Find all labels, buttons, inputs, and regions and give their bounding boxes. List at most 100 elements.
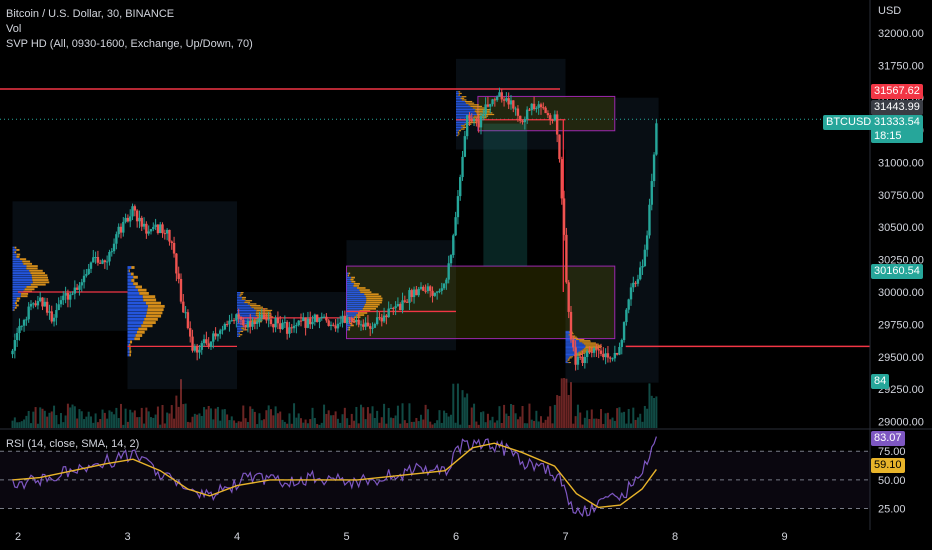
volume-profile-bar <box>585 345 602 347</box>
candle-body <box>205 339 208 344</box>
volume-profile-bar <box>127 334 136 337</box>
volume-profile-bar <box>131 279 135 282</box>
volume-profile-bar <box>12 262 24 265</box>
volume-profile-bar <box>565 332 570 334</box>
volume-bar <box>242 405 245 428</box>
time-axis-tick: 3 <box>124 531 130 543</box>
volume-profile-bar <box>30 272 45 275</box>
volume-bar <box>288 413 291 428</box>
volume-profile-bar <box>346 301 366 304</box>
candle-body <box>463 136 467 157</box>
volume-profile-bar <box>14 306 17 309</box>
volume-profile-bar <box>30 283 46 286</box>
candle-body <box>489 104 492 107</box>
volume-bar <box>597 418 600 428</box>
volume-profile-bar <box>255 313 272 315</box>
volume-profile-bar <box>237 309 257 312</box>
volume-bar <box>498 406 501 428</box>
volume-bar <box>353 420 356 428</box>
volume-bar <box>143 423 146 428</box>
high-price-badge: 31443.99 <box>871 100 923 115</box>
volume-bar <box>429 421 432 428</box>
volume-profile-bar <box>12 265 27 268</box>
candle-body <box>161 224 164 234</box>
volume-bar <box>73 406 76 428</box>
volume-bar <box>533 420 536 428</box>
candle-body <box>396 304 400 307</box>
volume-profile-bar <box>12 297 17 300</box>
candle-body <box>239 316 243 320</box>
volume-bar <box>399 423 402 428</box>
volume-bar <box>156 406 159 428</box>
volume-bar <box>376 410 379 428</box>
volume-indicator-label[interactable]: Vol <box>6 23 22 35</box>
volume-bar <box>71 404 74 428</box>
candle-body <box>186 312 190 329</box>
volume-profile-bar <box>145 301 162 305</box>
candle-body <box>237 314 240 317</box>
volume-profile-bar <box>567 358 570 360</box>
volume-profile-bar <box>472 117 487 119</box>
highlight-zone <box>483 123 528 267</box>
candle-body <box>36 301 40 306</box>
volume-profile-bar <box>456 113 478 116</box>
volume-bar <box>454 422 457 428</box>
volume-profile-bar <box>237 326 245 328</box>
candle-body <box>269 319 273 325</box>
volume-bar <box>394 415 397 428</box>
candle-body <box>96 257 100 263</box>
volume-profile-bar <box>346 324 351 327</box>
volume-profile-bar <box>12 276 33 279</box>
candle-body <box>491 99 494 105</box>
volume-bar <box>500 422 503 428</box>
volume-bar <box>166 412 169 428</box>
candle-body <box>80 282 83 286</box>
volume-profile-bar <box>348 272 351 275</box>
volume-profile-bar <box>247 303 257 305</box>
price-axis-tick: 30750.00 <box>878 190 924 202</box>
volume-bar <box>618 407 621 428</box>
volume-profile-bar <box>456 117 473 119</box>
volume-profile-bar <box>346 282 354 285</box>
volume-bar <box>223 409 226 428</box>
volume-bar <box>565 378 568 428</box>
symbol-title[interactable]: Bitcoin / U.S. Dollar, 30, BINANCE <box>6 8 175 20</box>
candle-body <box>343 315 347 323</box>
volume-bar <box>207 405 210 428</box>
candle-body <box>73 287 77 294</box>
volume-bar <box>78 409 81 428</box>
svp-indicator-label[interactable]: SVP HD (All, 0930-1600, Exchange, Up/Dow… <box>6 38 253 50</box>
volume-bar <box>20 421 23 428</box>
candle-body <box>322 316 326 318</box>
candle-body <box>25 319 28 321</box>
volume-bar <box>23 419 26 428</box>
volume-profile-bar <box>466 102 475 104</box>
volume-profile-bar <box>139 292 149 295</box>
volume-profile-bar <box>143 298 157 302</box>
candle-body <box>246 321 250 328</box>
volume-profile-bar <box>565 351 579 353</box>
volume-profile-bar <box>242 329 248 331</box>
candle-body <box>362 324 365 327</box>
rsi-indicator-label[interactable]: RSI (14, close, SMA, 14, 2) <box>6 438 140 450</box>
volume-profile-bar <box>133 282 138 286</box>
volume-profile-bar <box>456 99 462 101</box>
candle-body <box>34 303 37 306</box>
volume-bar <box>131 412 134 428</box>
candle-body <box>454 217 457 236</box>
volume-bar <box>563 378 566 428</box>
volume-bar <box>316 423 319 428</box>
volume-profile-bar <box>456 115 474 117</box>
candle-body <box>258 318 261 322</box>
candle-body <box>392 307 395 309</box>
volume-profile-bar <box>237 332 239 334</box>
candle-body <box>334 325 337 329</box>
volume-profile-bar <box>568 362 571 364</box>
candle-body <box>189 328 192 337</box>
candle-countdown: 18:15 <box>874 130 902 142</box>
volume-profile-bar <box>576 352 586 354</box>
candle-body <box>604 353 607 358</box>
volume-bar <box>452 383 455 428</box>
volume-profile-bar <box>237 300 246 302</box>
